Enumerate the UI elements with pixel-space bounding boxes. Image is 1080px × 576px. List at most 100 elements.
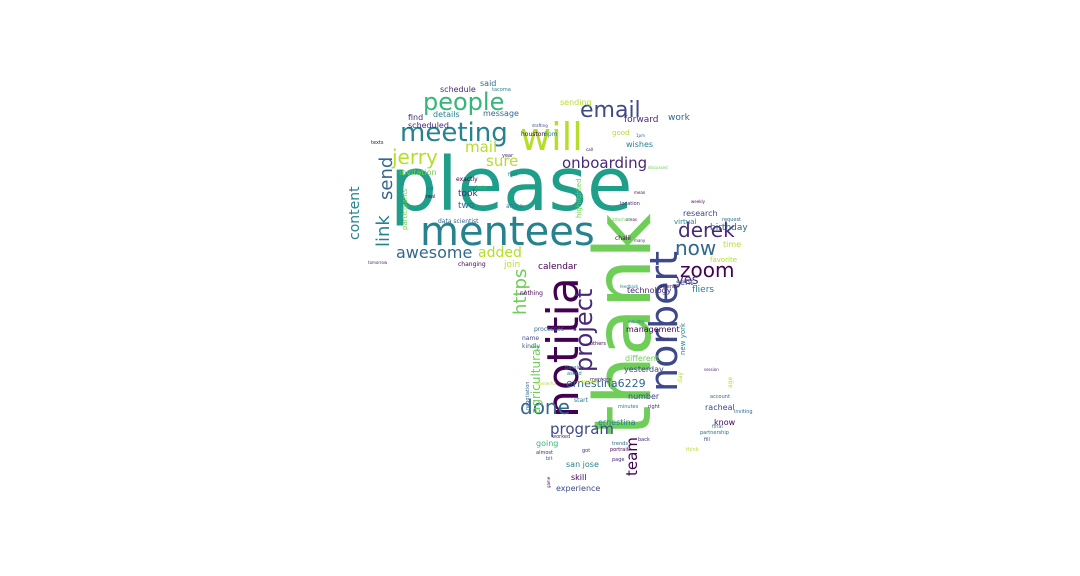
word-kindly: kindly bbox=[522, 343, 540, 350]
word-page: page bbox=[612, 457, 625, 463]
word-areas: areas bbox=[626, 217, 638, 222]
word-forward: forward bbox=[624, 115, 659, 125]
word-favorite: favorite bbox=[710, 256, 738, 264]
word-industry: industry bbox=[628, 319, 645, 324]
word-first: first bbox=[508, 172, 518, 178]
word-partnership: partnership bbox=[700, 430, 729, 436]
word-age: age bbox=[727, 376, 734, 388]
word-program: program bbox=[550, 420, 615, 438]
word-details: details bbox=[433, 110, 460, 119]
word-sure: sure bbox=[486, 152, 519, 170]
word-mail: mail bbox=[465, 138, 498, 156]
word-science: science bbox=[660, 284, 679, 290]
word-game: game bbox=[546, 476, 551, 488]
word-two: two bbox=[458, 201, 475, 211]
word-message: message bbox=[483, 109, 519, 118]
word-data-scientist: data scientist bbox=[438, 218, 479, 225]
word-scheduled: scheduled bbox=[408, 121, 449, 130]
word-link: link bbox=[373, 215, 394, 247]
word-got: got bbox=[582, 448, 591, 454]
word-yet: yet bbox=[426, 186, 434, 192]
word-back: back bbox=[638, 437, 650, 443]
word-agricultural: agricultural bbox=[529, 345, 543, 414]
word-yes: yes bbox=[676, 273, 699, 288]
word-going: going bbox=[536, 439, 559, 448]
word-fliers: fliers bbox=[692, 285, 715, 295]
word-processes: processes bbox=[534, 326, 564, 333]
word-derek: derek bbox=[678, 218, 735, 242]
word-calendar: calendar bbox=[538, 262, 578, 272]
word-ernestina6229: ernestina6229 bbox=[566, 377, 646, 390]
word-nothing: nothing bbox=[520, 290, 543, 297]
word-done: done bbox=[520, 395, 570, 419]
word-year: year bbox=[502, 153, 514, 159]
word-wishes: wishes bbox=[626, 140, 654, 149]
word-almost: almost bbox=[536, 450, 553, 456]
word-asked: asked bbox=[567, 371, 582, 377]
word-call: call bbox=[586, 147, 593, 152]
word-worked: worked bbox=[552, 434, 571, 440]
word-final: final bbox=[712, 424, 723, 430]
word-new-york: new york bbox=[679, 322, 687, 355]
word-help: help bbox=[476, 185, 487, 191]
word-management: management bbox=[626, 325, 680, 334]
word-highlighted: highlighted bbox=[575, 178, 583, 218]
word-1pm: 1pm bbox=[636, 133, 645, 138]
word-mentors: mentors bbox=[590, 377, 611, 383]
word-tomorrow: tomorrow bbox=[368, 260, 388, 265]
word-good: good bbox=[612, 129, 630, 137]
word-wonderful: wonderful bbox=[536, 381, 556, 386]
word-think: think bbox=[686, 447, 699, 453]
word-real: real bbox=[426, 194, 436, 200]
word-send: send bbox=[376, 156, 397, 200]
word-name: name bbox=[522, 335, 540, 342]
word-start: start bbox=[574, 397, 588, 404]
word-number: number bbox=[628, 392, 660, 401]
word-day: day bbox=[677, 371, 684, 383]
word-san-jose: san jose bbox=[566, 460, 599, 469]
word-request: request bbox=[722, 217, 742, 223]
word-tacoma: tacoma bbox=[492, 87, 511, 93]
word-people: people bbox=[423, 88, 505, 116]
word-session: session bbox=[704, 367, 719, 372]
word-racheal: racheal bbox=[705, 403, 735, 412]
word-location: location bbox=[620, 201, 640, 207]
word-meeting: meeting bbox=[400, 118, 508, 148]
word-time: time bbox=[723, 240, 742, 249]
word-africa: africa bbox=[506, 203, 523, 210]
word-different: different bbox=[625, 354, 659, 363]
word-yesterday: yesterday bbox=[624, 365, 664, 374]
word-zoom: zoom bbox=[680, 258, 735, 282]
word-email: email bbox=[580, 98, 641, 123]
word-experience: experience bbox=[556, 484, 601, 493]
word-many: many bbox=[634, 238, 646, 243]
word-will: will bbox=[520, 115, 583, 159]
word-project: project bbox=[570, 288, 598, 372]
word-content: content bbox=[347, 186, 363, 240]
word-chalii: chalii bbox=[615, 235, 631, 242]
word-passion: passion bbox=[565, 365, 585, 371]
word-mean: mean bbox=[634, 190, 646, 195]
word-ernestina: ernestina bbox=[598, 418, 636, 427]
word-know: know bbox=[714, 418, 736, 427]
word-mentees: mentees bbox=[420, 209, 595, 255]
word-exactly: exactly bbox=[456, 176, 478, 183]
word-texts: texts bbox=[371, 140, 384, 146]
word-join: join bbox=[504, 260, 521, 270]
word-awesome: awesome bbox=[396, 243, 473, 262]
word-unique: unique bbox=[655, 336, 669, 341]
word-discussed: discussed bbox=[648, 165, 668, 170]
word-find: find bbox=[408, 113, 424, 122]
word-invitation: invitation bbox=[399, 168, 437, 177]
word-birthday: birthday bbox=[710, 223, 748, 233]
word-sending: sending bbox=[560, 98, 592, 107]
word-added: added bbox=[478, 245, 522, 261]
word-6pm: 6pm bbox=[544, 131, 558, 138]
word-now: now bbox=[675, 236, 717, 260]
word-said: said bbox=[480, 79, 497, 88]
word-virtual: virtual bbox=[674, 218, 697, 226]
word-fill: fill bbox=[704, 437, 710, 443]
word-onboarding: onboarding bbox=[562, 154, 648, 172]
word-please: please bbox=[390, 142, 633, 228]
